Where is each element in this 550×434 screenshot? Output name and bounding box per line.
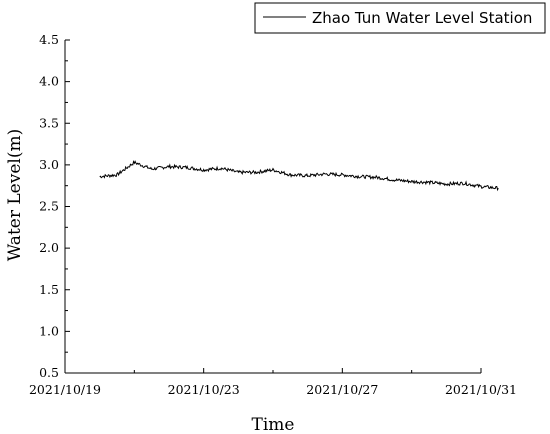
y-tick-label: 2.5	[39, 199, 59, 214]
y-tick-label: 1.0	[39, 323, 59, 338]
legend-label: Zhao Tun Water Level Station	[312, 9, 532, 27]
x-tick-label: 2021/10/23	[168, 382, 240, 397]
x-axis-ticks: 2021/10/19 2021/10/23 2021/10/27 2021/10/31	[29, 368, 517, 397]
y-axis-ticks: 0.5 1.0 1.5 2.0 2.5 3.0 3.5 4.0 4.5	[39, 32, 70, 380]
axes-frame	[64, 40, 481, 374]
x-axis-title: Time	[252, 415, 295, 434]
x-tick-label: 2021/10/31	[445, 382, 517, 397]
series-line-zhao-tun	[99, 159, 499, 192]
y-tick-label: 1.5	[39, 282, 59, 297]
y-tick-label: 2.0	[39, 240, 59, 255]
x-tick-label: 2021/10/27	[306, 382, 378, 397]
y-tick-label: 4.5	[39, 32, 59, 47]
y-tick-label: 4.0	[39, 74, 59, 89]
x-tick-label: 2021/10/19	[29, 382, 101, 397]
y-tick-label: 0.5	[39, 365, 59, 380]
y-tick-label: 3.5	[39, 115, 59, 130]
y-tick-label: 3.0	[39, 157, 59, 172]
legend-box	[254, 2, 546, 34]
y-axis-title: Water Level(m)	[5, 129, 25, 261]
legend: Zhao Tun Water Level Station	[254, 2, 546, 34]
